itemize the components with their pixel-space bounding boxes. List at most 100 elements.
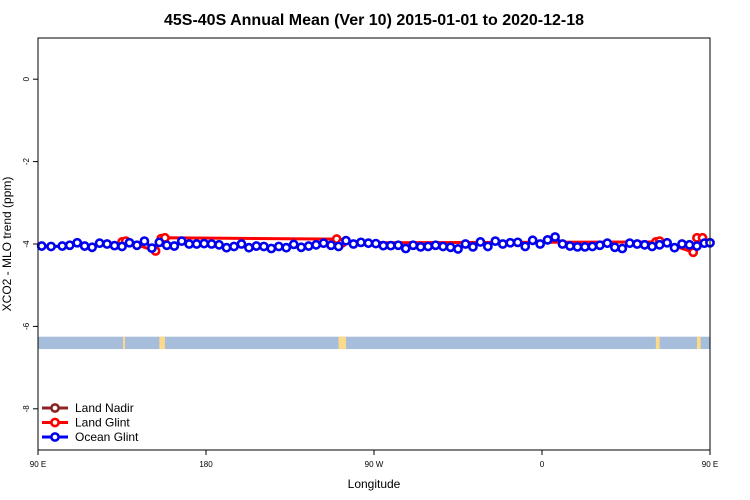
data-point [146, 243, 157, 254]
data-point [221, 242, 232, 253]
x-tick-label: 90 E [30, 460, 46, 469]
data-point [36, 241, 47, 251]
x-tick-label: 0 [540, 460, 545, 469]
data-point [512, 237, 523, 248]
data-point [378, 240, 389, 251]
land-segment [696, 336, 701, 350]
data-point [460, 239, 471, 249]
data-point [639, 239, 650, 250]
data-point [393, 240, 404, 251]
data-point [587, 241, 598, 252]
data-point [572, 241, 583, 252]
data-point [281, 242, 292, 253]
data-point [94, 238, 105, 249]
data-point [266, 243, 277, 254]
data-point [662, 237, 672, 248]
legend-swatch-marker [50, 403, 60, 413]
data-point [124, 237, 135, 248]
data-point [400, 243, 411, 254]
x-axis: 90 E 180 90 W 0 90 E [30, 450, 718, 469]
x-axis-label: Longitude [348, 477, 401, 491]
data-point [363, 238, 374, 249]
data-point [79, 241, 90, 251]
legend-item: Land Nadir [42, 401, 134, 415]
data-point [647, 241, 658, 252]
data-point [445, 242, 456, 253]
data-point [72, 237, 83, 248]
data-point [505, 237, 516, 248]
data-point [206, 239, 217, 249]
data-point [154, 237, 165, 248]
data-point [542, 234, 553, 245]
data-point [258, 241, 269, 252]
data-point [333, 241, 344, 252]
data-point [602, 238, 613, 249]
data-point [490, 236, 501, 247]
x-tick-label: 180 [199, 460, 213, 469]
legend-label: Land Glint [75, 416, 130, 430]
data-point [527, 235, 538, 246]
data-point [244, 242, 254, 253]
data-point [273, 241, 284, 252]
legend-swatch-marker [50, 417, 60, 428]
data-point [624, 238, 635, 249]
data-point [609, 242, 620, 253]
data-point [370, 238, 381, 249]
data-point [109, 240, 120, 251]
data-point [423, 241, 434, 252]
data-point [191, 239, 202, 249]
data-point [169, 241, 180, 251]
data-point [229, 241, 239, 252]
data-point [565, 241, 575, 251]
x-tick-label: 90 W [365, 460, 384, 469]
land-segment [655, 336, 660, 350]
ocean-strip [38, 336, 710, 350]
chart-title: 45S-40S Annual Mean (Ver 10) 2015-01-01 … [164, 12, 584, 29]
legend-label: Land Nadir [75, 401, 134, 415]
y-axis: 0 -2 -4 -6 -8 [22, 76, 38, 412]
data-point [482, 241, 493, 252]
data-point [64, 240, 75, 251]
y-tick-label: -8 [22, 405, 31, 413]
data-point [57, 241, 68, 251]
data-point [677, 239, 687, 249]
legend-item: Land Glint [42, 416, 130, 430]
land-segment [122, 336, 125, 350]
data-point [214, 239, 224, 250]
legend-swatch-marker [50, 432, 60, 442]
data-point [430, 240, 441, 251]
data-point [184, 239, 195, 249]
x-tick-label: 90 E [702, 460, 718, 469]
data-point [684, 239, 695, 250]
data-point [408, 240, 419, 251]
data-point [557, 239, 568, 249]
data-point [296, 242, 307, 253]
y-tick-label: -2 [22, 157, 31, 165]
data-point [497, 239, 508, 249]
data-point [468, 241, 478, 252]
data-point [117, 241, 127, 252]
data-point [303, 241, 314, 251]
data-point [348, 239, 359, 249]
data-point [356, 237, 366, 248]
data-point [288, 239, 299, 250]
data-point [236, 239, 247, 249]
land-segment [159, 336, 165, 350]
data-point [139, 236, 150, 247]
data-point [453, 244, 463, 254]
data-point [669, 242, 680, 253]
y-tick-label: 0 [22, 76, 31, 81]
y-axis-label: XCO2 - MLO trend (ppm) [0, 177, 14, 312]
data-point [326, 240, 336, 251]
data-point [475, 237, 486, 247]
data-point [46, 241, 56, 252]
data-point [251, 241, 262, 251]
data-point [318, 238, 329, 249]
data-point [199, 238, 210, 249]
data-point [161, 240, 172, 251]
data-point [311, 239, 322, 250]
data-point [535, 239, 546, 249]
data-point [520, 241, 531, 252]
